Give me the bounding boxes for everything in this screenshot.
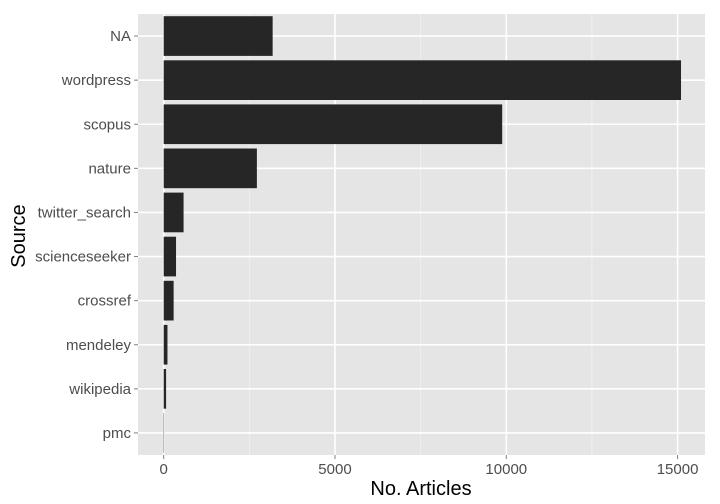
bar-crossref bbox=[163, 280, 174, 321]
bar-mendeley bbox=[163, 324, 168, 365]
y-tick-label: mendeley bbox=[66, 337, 132, 354]
x-tick-label: 5000 bbox=[318, 461, 351, 478]
bars bbox=[163, 16, 682, 453]
bar-wordpress bbox=[163, 60, 682, 100]
x-tick-label: 0 bbox=[160, 461, 168, 478]
bar-scienceseeker bbox=[163, 236, 177, 277]
y-axis-title: Source bbox=[8, 204, 30, 267]
y-tick-label: wordpress bbox=[61, 72, 131, 89]
y-tick-label: scopus bbox=[83, 116, 131, 133]
x-tick-label: 15000 bbox=[657, 461, 699, 478]
y-tick-label: twitter_search bbox=[38, 204, 131, 221]
y-axis: NA wordpress scopus nature twitter_searchsci… bbox=[35, 28, 138, 442]
y-tick-label: pmc bbox=[103, 425, 132, 442]
bar-scopus bbox=[163, 104, 503, 145]
x-tick-label: 10000 bbox=[485, 461, 527, 478]
bar-wikipedia bbox=[163, 369, 167, 409]
bar-twitter_search bbox=[163, 192, 184, 233]
x-axis-title: No. Articles bbox=[370, 478, 471, 500]
bar-NA bbox=[163, 16, 273, 56]
y-tick-label: nature bbox=[88, 160, 131, 177]
y-tick-label: scienceseeker bbox=[35, 249, 131, 266]
x-axis: 0 5000 10000 15000 bbox=[160, 455, 699, 478]
y-tick-label: crossref bbox=[78, 293, 132, 310]
y-tick-label: wikipedia bbox=[68, 381, 131, 398]
bar-nature bbox=[163, 148, 257, 189]
y-tick-label: NA bbox=[110, 28, 131, 45]
